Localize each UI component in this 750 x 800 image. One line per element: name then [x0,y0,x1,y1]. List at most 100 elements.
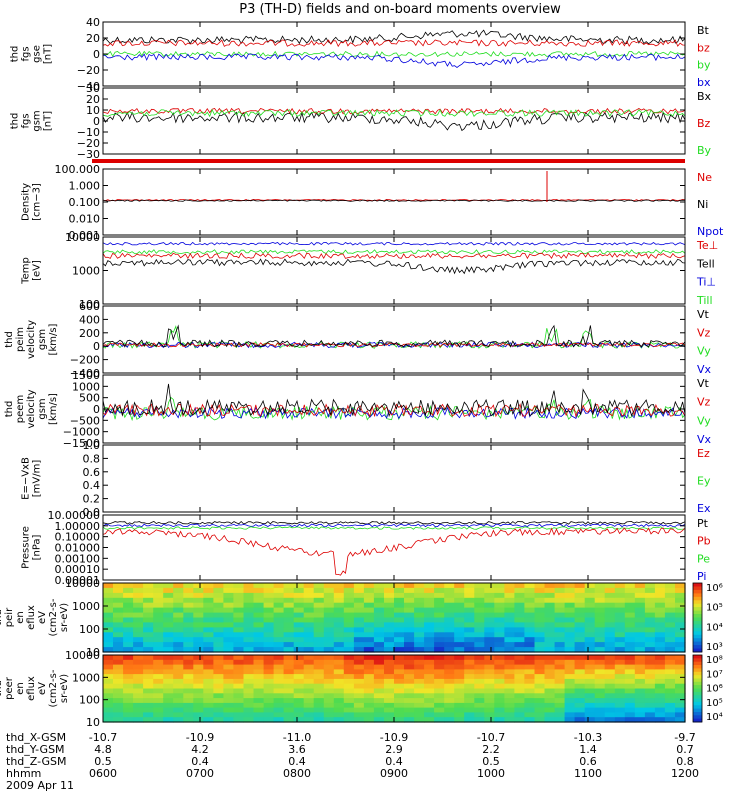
spectrogram-cell [614,674,626,680]
colorbar-swatch [693,661,702,666]
spectrogram-cell [263,587,275,594]
spectrogram-cell [464,632,475,638]
spectrogram-cell [353,655,365,661]
spectrogram-cell [444,632,455,638]
spectrogram-cell [554,642,566,648]
spectrogram-cell [273,674,285,680]
spectrogram-cell [123,647,134,653]
spectrogram-cell [303,642,315,648]
spectrogram-cell [323,612,335,619]
spectrogram-cell [394,637,405,643]
spectrogram-cell [363,632,375,638]
spectrogram-cell [143,655,154,661]
spectrogram-cell [644,617,656,623]
spectrogram-cell [253,688,265,694]
spectrogram-cell [634,655,646,661]
spectrogram-cell [675,602,686,609]
spectrogram-cell [544,583,556,589]
spectrogram-cell [534,597,546,604]
y-axis-label-line: (cm2-s- [48,598,59,636]
spectrogram-cell [524,655,535,661]
spectrogram-cell [303,702,315,709]
spectrogram-cell [494,627,505,633]
spectrogram-cell [614,612,626,619]
spectrogram-cell [494,617,505,623]
spectrogram-cell [183,627,194,633]
colorbar-swatch [693,705,702,710]
spectrogram-cell [444,647,455,653]
colorbar-swatch [693,586,702,591]
spectrogram-cell [253,622,265,628]
spectrogram-cell [584,712,596,718]
spectrogram-cell [514,602,525,609]
spectrogram-cell [233,637,244,643]
spectrogram-cell [193,647,204,653]
spectrogram-cell [363,647,375,653]
legend-entry: Vy [697,414,711,427]
spectrogram-cell [193,698,204,704]
spectrogram-cell [123,678,134,685]
spectrogram-cell [253,637,265,643]
panel-peem-velocity: 150010005000−500−1000−1500thdpeemvelocit… [4,369,712,450]
spectrogram-cell [514,698,525,704]
spectrogram-cell [624,612,636,619]
spectrogram-cell [394,698,405,704]
spectrogram-cell [624,693,636,699]
spectrogram-cell [203,642,214,648]
spectrogram-cell [554,637,566,643]
spectrogram-cell [594,678,606,685]
spectrogram-cell [183,632,194,638]
spectrogram-cell [233,612,244,619]
spectrogram-cell [584,612,596,619]
spectrogram-cell [474,617,485,623]
legend-entry: Vx [697,363,712,376]
spectrogram-cell [474,669,485,675]
colorbar-swatch [693,688,702,693]
spectrogram-cell [574,674,586,680]
spectrogram-cell [133,693,144,699]
spectrogram-cell [634,669,646,675]
spectrogram-cell [394,693,405,699]
spectrogram-cell [424,674,435,680]
spectrogram-cell [454,642,465,648]
spectrogram-cell [303,647,315,653]
spectrogram-cell [283,717,295,723]
spectrogram-cell [664,659,676,666]
spectrogram-cell [323,698,335,704]
spectrogram-cell [464,597,475,604]
spectrogram-cell [303,597,315,604]
spectrogram-cell [343,597,355,604]
spectrogram-cell [123,597,134,604]
spectrogram-cell [624,717,636,723]
y-axis-label-line: fgs [21,46,32,61]
spectrogram-cell [103,622,114,628]
spectrogram-cell [223,612,234,619]
spectrogram-cell [243,693,255,699]
spectrogram-cell [313,622,325,628]
spectrogram-cell [384,683,395,690]
spectrogram-cell [103,688,114,694]
spectrogram-cell [223,583,234,589]
spectrogram-cell [564,693,576,699]
spectrogram-cell [103,647,114,653]
spectrogram-cell [323,655,335,661]
spectrogram-cell [223,707,234,713]
spectrogram-cell [675,617,686,623]
spectrogram-cell [253,678,265,685]
spectrogram-cell [283,698,295,704]
spectrogram-cell [163,655,174,661]
spectrogram-cell [594,669,606,675]
spectrogram-cell [333,587,345,594]
y-axis-label-line: gse [32,45,43,63]
x-tick-label: 4.2 [191,743,209,756]
spectrogram-cell [323,642,335,648]
y-tick-label: 400 [79,313,100,326]
spectrogram-cell [333,632,345,638]
spectrogram-cell [343,592,355,599]
spectrogram-cell [574,592,586,599]
spectrogram-cell [213,602,224,609]
trace-density-0 [102,198,686,202]
spectrogram-cell [183,637,194,643]
